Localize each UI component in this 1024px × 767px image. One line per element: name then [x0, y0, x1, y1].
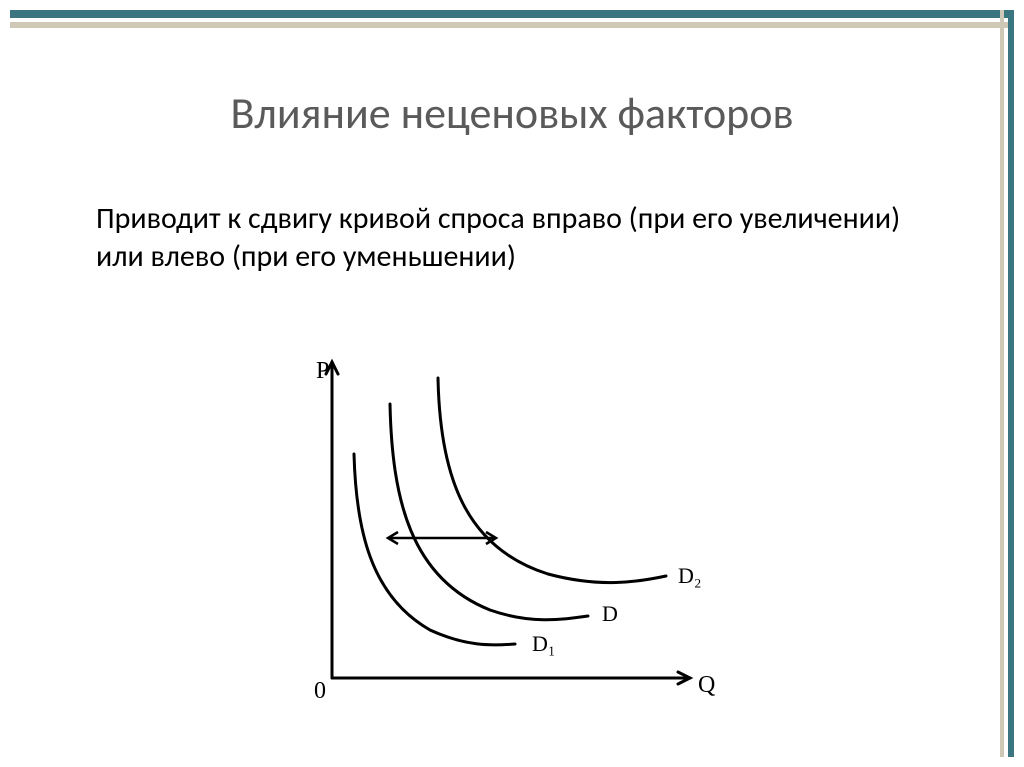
decor-bar-teal	[10, 10, 1014, 18]
x-axis	[332, 672, 690, 684]
y-axis-label: P	[316, 358, 329, 384]
curve-label-d2: D₂	[678, 563, 702, 588]
curve-d	[390, 404, 588, 620]
y-axis	[326, 362, 338, 678]
origin-label: 0	[314, 678, 326, 704]
demand-shift-chart: P Q 0 D₁ D D₂	[270, 348, 730, 718]
x-axis-label: Q	[698, 672, 715, 698]
curve-label-d: D	[602, 601, 618, 626]
curve-d1	[354, 454, 515, 645]
curve-label-d1: D₁	[532, 631, 556, 656]
page-title: Влияние неценовых факторов	[0, 86, 1024, 140]
body-paragraph: Приводит к сдвигу кривой спроса вправо (…	[96, 200, 916, 275]
shift-arrow-right	[444, 532, 496, 544]
decor-bar-beige	[10, 22, 1014, 28]
curve-d2	[438, 378, 666, 583]
